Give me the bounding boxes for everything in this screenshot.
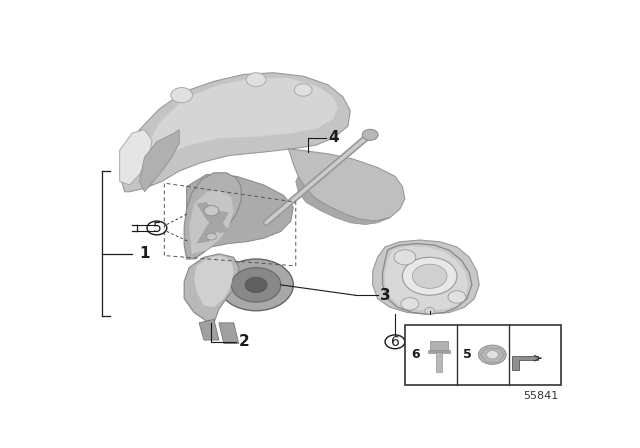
Polygon shape xyxy=(187,174,293,259)
Text: 1: 1 xyxy=(140,246,150,261)
Circle shape xyxy=(448,291,466,303)
Polygon shape xyxy=(288,149,405,221)
Circle shape xyxy=(171,87,193,103)
Circle shape xyxy=(245,277,267,293)
Polygon shape xyxy=(219,323,239,344)
Polygon shape xyxy=(296,176,390,224)
Circle shape xyxy=(207,233,216,240)
Circle shape xyxy=(425,307,435,314)
Circle shape xyxy=(246,73,266,86)
Text: 6: 6 xyxy=(390,335,399,349)
Text: 5: 5 xyxy=(152,221,161,235)
Polygon shape xyxy=(184,173,241,259)
Text: 5: 5 xyxy=(463,348,472,361)
Polygon shape xyxy=(372,240,479,314)
Text: 6: 6 xyxy=(411,348,419,361)
Text: 2: 2 xyxy=(239,334,250,349)
Circle shape xyxy=(394,250,416,265)
Bar xyxy=(436,352,442,372)
Circle shape xyxy=(486,351,499,359)
Text: 3: 3 xyxy=(380,288,390,303)
Polygon shape xyxy=(120,73,350,192)
Polygon shape xyxy=(120,129,152,185)
Circle shape xyxy=(401,297,419,310)
Bar xyxy=(405,324,561,385)
Polygon shape xyxy=(194,255,234,307)
Polygon shape xyxy=(145,78,338,173)
Polygon shape xyxy=(199,319,219,340)
Circle shape xyxy=(479,345,506,364)
Polygon shape xyxy=(196,202,229,233)
Circle shape xyxy=(362,129,378,140)
Circle shape xyxy=(231,267,281,302)
Circle shape xyxy=(294,84,312,96)
Circle shape xyxy=(204,206,219,216)
Polygon shape xyxy=(189,190,234,254)
Bar xyxy=(428,350,450,353)
Circle shape xyxy=(412,264,447,289)
Circle shape xyxy=(403,257,457,295)
Text: 4: 4 xyxy=(328,130,339,146)
Polygon shape xyxy=(385,246,468,310)
Polygon shape xyxy=(184,254,239,323)
Text: 55841: 55841 xyxy=(524,391,559,401)
Bar xyxy=(430,341,447,351)
Polygon shape xyxy=(196,211,229,244)
Polygon shape xyxy=(140,129,179,192)
Circle shape xyxy=(219,259,293,311)
Polygon shape xyxy=(512,357,538,370)
